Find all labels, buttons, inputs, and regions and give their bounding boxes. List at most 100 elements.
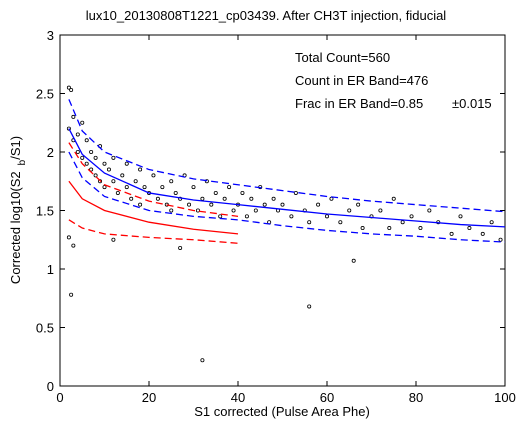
data-point xyxy=(71,243,76,248)
data-point xyxy=(84,161,89,166)
y-tick-label: 2 xyxy=(47,145,54,160)
data-point xyxy=(200,358,205,363)
data-point xyxy=(293,190,298,195)
y-tick-label: 1.5 xyxy=(36,204,54,219)
data-point xyxy=(106,167,111,172)
data-point xyxy=(138,202,143,207)
data-point xyxy=(253,208,258,213)
data-point xyxy=(75,149,80,154)
data-point xyxy=(155,196,160,201)
data-point xyxy=(111,237,116,242)
data-point xyxy=(138,167,143,172)
y-axis-label: Corrected log10(S2 b/S1) xyxy=(8,136,28,284)
y-tick-label: 1 xyxy=(47,262,54,277)
data-point xyxy=(69,87,74,92)
data-point xyxy=(80,155,85,160)
data-point xyxy=(89,167,94,172)
curve xyxy=(68,128,506,228)
curve xyxy=(68,142,239,217)
plot-frame xyxy=(59,34,506,387)
data-point xyxy=(480,231,485,236)
data-point xyxy=(240,190,245,195)
curve xyxy=(68,99,506,213)
y-tick-label: 0 xyxy=(47,379,54,394)
annotation: Frac in ER Band=0.85 xyxy=(295,96,423,111)
data-point xyxy=(316,202,321,207)
x-tick-label: 60 xyxy=(320,390,334,405)
data-point xyxy=(69,292,74,297)
data-point xyxy=(449,231,454,236)
chart-title: lux10_20130808T1221_cp03439. After CH3T … xyxy=(86,8,447,23)
data-point xyxy=(209,202,214,207)
data-point xyxy=(84,138,89,143)
y-tick-label: 2.5 xyxy=(36,87,54,102)
data-point xyxy=(324,214,329,219)
annotation: Count in ER Band=476 xyxy=(295,73,428,88)
data-point xyxy=(427,208,432,213)
data-point xyxy=(187,202,192,207)
data-point xyxy=(356,202,361,207)
data-point xyxy=(115,190,120,195)
data-point xyxy=(227,185,232,190)
data-point xyxy=(111,155,116,160)
data-point xyxy=(200,196,205,201)
y-label-part: Corrected log10(S2 xyxy=(8,171,23,284)
data-point xyxy=(347,208,352,213)
data-point xyxy=(307,220,312,225)
data-point xyxy=(351,258,356,263)
x-tick-label: 100 xyxy=(494,390,516,405)
data-point xyxy=(142,185,147,190)
data-point xyxy=(307,304,312,309)
data-point xyxy=(222,196,227,201)
data-point xyxy=(231,208,236,213)
data-point xyxy=(124,161,129,166)
curve xyxy=(68,180,239,235)
data-point xyxy=(360,226,365,231)
data-point xyxy=(169,179,174,184)
data-point xyxy=(111,179,116,184)
data-point xyxy=(195,208,200,213)
x-tick-label: 80 xyxy=(409,390,423,405)
data-point xyxy=(391,196,396,201)
data-point xyxy=(93,173,98,178)
data-point xyxy=(204,179,209,184)
data-point xyxy=(498,237,503,242)
annotation: ±0.015 xyxy=(452,96,492,111)
y-tick-label: 3 xyxy=(47,28,54,43)
data-point xyxy=(178,196,183,201)
data-point xyxy=(66,235,71,240)
data-point xyxy=(129,196,134,201)
data-point xyxy=(338,220,343,225)
data-point xyxy=(418,226,423,231)
data-point xyxy=(80,120,85,125)
data-point xyxy=(98,179,103,184)
annotation: Total Count=560 xyxy=(295,50,390,65)
data-point xyxy=(160,185,165,190)
data-point xyxy=(409,214,414,219)
data-point xyxy=(262,202,267,207)
data-point xyxy=(467,226,472,231)
data-point xyxy=(173,190,178,195)
y-tick-label: 0.5 xyxy=(36,321,54,336)
data-point xyxy=(213,190,218,195)
x-tick-label: 20 xyxy=(142,390,156,405)
y-label-part: /S1) xyxy=(8,136,23,160)
data-point xyxy=(191,185,196,190)
data-point xyxy=(66,85,71,90)
data-point xyxy=(244,214,249,219)
data-point xyxy=(378,208,383,213)
data-point xyxy=(66,126,71,131)
data-point xyxy=(271,196,276,201)
data-point xyxy=(218,214,223,219)
data-point xyxy=(280,202,285,207)
y-label-subscript: b xyxy=(17,159,28,165)
data-point xyxy=(458,214,463,219)
curve xyxy=(68,151,506,243)
data-point xyxy=(400,220,405,225)
data-point xyxy=(289,214,294,219)
curve xyxy=(68,219,239,244)
data-point xyxy=(93,155,98,160)
data-point xyxy=(387,226,392,231)
x-tick-label: 0 xyxy=(56,390,63,405)
